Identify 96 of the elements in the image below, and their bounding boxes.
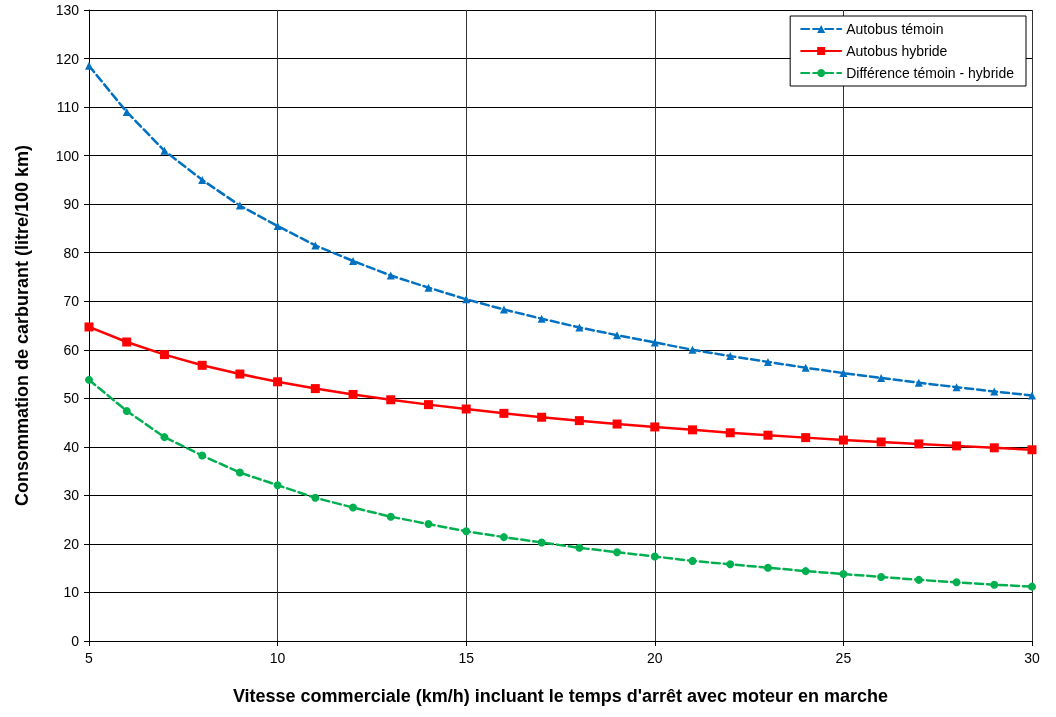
point xyxy=(122,406,131,415)
point xyxy=(386,512,395,521)
point xyxy=(160,146,169,155)
point xyxy=(914,439,924,449)
y-tick-label: 120 xyxy=(55,50,80,67)
point xyxy=(952,383,961,392)
point xyxy=(990,580,999,589)
point xyxy=(838,435,848,445)
point xyxy=(650,552,659,561)
point xyxy=(273,377,283,387)
point xyxy=(1028,391,1036,400)
point xyxy=(688,345,697,354)
point xyxy=(235,201,244,210)
point xyxy=(273,222,282,230)
x-tick-label: 15 xyxy=(458,650,475,666)
legend-label: Autobus hybride xyxy=(846,43,948,59)
point xyxy=(499,408,509,418)
point xyxy=(613,331,622,340)
x-tick-label: 20 xyxy=(647,650,663,666)
point xyxy=(801,567,810,576)
point xyxy=(763,563,772,572)
y-tick-label: 20 xyxy=(63,535,80,552)
point xyxy=(311,493,320,502)
legend-label: Différence témoin - hybride xyxy=(846,65,1015,81)
y-tick-label: 30 xyxy=(63,487,80,504)
point xyxy=(499,533,508,542)
point xyxy=(461,404,471,414)
point xyxy=(989,443,999,453)
y-tick-label: 110 xyxy=(56,99,80,116)
point xyxy=(310,384,320,394)
point xyxy=(348,389,358,399)
y-tick-label: 60 xyxy=(63,341,80,358)
y-tick-label: 40 xyxy=(63,438,80,455)
point xyxy=(1028,582,1036,591)
point xyxy=(462,527,471,536)
point xyxy=(763,430,773,440)
point xyxy=(85,375,93,384)
point xyxy=(386,395,396,405)
point xyxy=(197,360,207,370)
x-axis-title: Vitesse commerciale (km/h) incluant le temps d'arrêt avec moteur en marche xyxy=(232,686,889,706)
y-tick-label: 90 xyxy=(63,196,80,213)
point xyxy=(423,400,433,410)
point xyxy=(914,378,923,387)
point xyxy=(349,503,358,512)
point xyxy=(537,314,546,323)
point xyxy=(235,468,244,477)
y-tick-label: 10 xyxy=(63,584,80,601)
point xyxy=(1027,445,1037,455)
point xyxy=(839,369,848,378)
point xyxy=(349,256,358,265)
point xyxy=(424,520,433,529)
point xyxy=(273,481,282,490)
y-tick-label: 70 xyxy=(63,293,80,310)
point xyxy=(613,548,622,557)
y-tick-label: 80 xyxy=(63,244,80,261)
point xyxy=(990,387,999,396)
point xyxy=(122,337,132,347)
y-tick-label: 130 xyxy=(55,2,80,18)
point xyxy=(537,538,546,547)
point xyxy=(914,575,923,584)
point xyxy=(386,271,395,280)
x-tick-label: 30 xyxy=(1024,650,1040,666)
point xyxy=(575,543,584,552)
point xyxy=(801,363,810,372)
point xyxy=(537,412,547,422)
point xyxy=(763,357,772,366)
point xyxy=(159,350,169,360)
point xyxy=(612,419,622,429)
point xyxy=(877,373,886,382)
y-axis-title: Consommation de carburant (litre/100 km) xyxy=(12,144,32,507)
point xyxy=(952,441,962,451)
x-tick-label: 5 xyxy=(85,650,94,666)
legend-label: Autobus témoin xyxy=(846,21,944,37)
y-tick-label: 50 xyxy=(63,390,80,407)
point xyxy=(877,572,886,581)
point xyxy=(801,433,811,443)
y-tick-label: 0 xyxy=(71,633,80,649)
point xyxy=(839,570,848,579)
point xyxy=(235,369,245,379)
point xyxy=(84,322,94,332)
point xyxy=(688,425,698,435)
point xyxy=(688,556,697,565)
point xyxy=(876,437,886,447)
x-tick-label: 25 xyxy=(835,650,852,666)
point xyxy=(952,578,961,587)
point xyxy=(424,283,433,292)
point xyxy=(726,560,735,569)
point xyxy=(725,428,735,438)
point xyxy=(122,107,131,116)
point xyxy=(160,433,169,442)
point xyxy=(574,416,584,426)
y-tick-label: 100 xyxy=(55,147,80,164)
point xyxy=(198,451,207,460)
point xyxy=(198,175,207,184)
x-tick-label: 10 xyxy=(269,650,286,666)
point xyxy=(650,422,660,432)
